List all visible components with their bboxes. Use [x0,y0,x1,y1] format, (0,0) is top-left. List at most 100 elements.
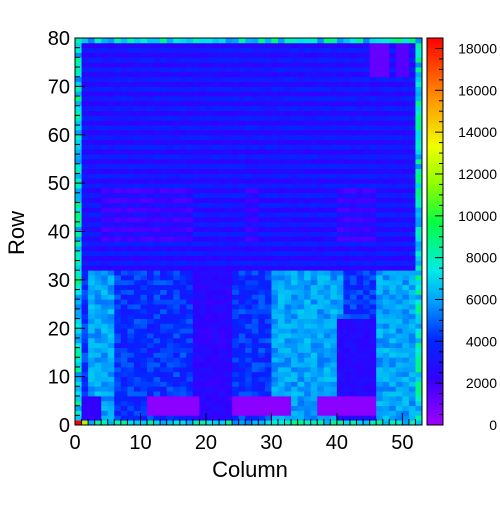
heatmap-cell [297,91,305,97]
heatmap-cell [323,400,331,407]
heatmap-cell [356,342,364,348]
heatmap-cell [160,129,168,136]
heatmap-cell [186,38,194,44]
heatmap-cell [75,357,82,363]
heatmap-cell [356,158,364,165]
heatmap-cell [219,57,226,63]
heatmap-cell [219,212,226,218]
heatmap-cell [225,304,233,310]
heatmap-cell [101,250,109,257]
heatmap-cell [147,410,154,416]
heatmap-cell [271,96,279,102]
heatmap-cell [199,76,207,82]
heatmap-cell [133,347,141,353]
heatmap-cell [284,386,292,392]
heatmap-cell [389,415,397,421]
heatmap-cell [402,294,410,300]
heatmap-cell [284,139,292,145]
heatmap-cell [153,366,161,373]
heatmap-cell [219,96,226,102]
heatmap-cell [304,120,312,126]
heatmap-cell [101,342,109,348]
heatmap-cell [101,226,109,232]
heatmap-cell [271,42,279,49]
heatmap-cell [349,139,357,145]
heatmap-cell [363,144,371,150]
heatmap-cell [376,255,384,261]
heatmap-cell [120,405,128,411]
heatmap-cell [166,410,174,416]
heatmap-cell [212,420,220,426]
heatmap-cell [212,308,220,315]
heatmap-cell [408,241,416,247]
heatmap-cell [94,366,102,373]
heatmap-cell [277,270,285,276]
heatmap-cell [101,400,109,407]
heatmap-cell [402,192,410,199]
heatmap-cell [238,144,246,150]
heatmap-cell [140,362,148,368]
heatmap-cell [166,110,174,116]
heatmap-cell [88,395,96,402]
heatmap-cell [317,366,325,373]
heatmap-cell [219,357,226,363]
heatmap-cell [376,420,384,426]
heatmap-cell [232,47,240,53]
heatmap-cell [147,279,154,286]
heatmap-cell [376,168,384,174]
heatmap-cell [245,308,253,315]
heatmap-cell [408,347,416,353]
heatmap-cell [160,187,168,194]
heatmap-cell [271,255,279,261]
heatmap-cell [199,260,207,266]
heatmap-cell [284,265,292,271]
heatmap-cell [212,357,220,363]
heatmap-cell [166,270,174,276]
heatmap-cell [212,304,220,310]
heatmap-cell [114,134,122,140]
heatmap-cell [389,197,397,203]
heatmap-cell [369,187,377,194]
heatmap-cell [107,400,115,407]
heatmap-cell [389,154,397,160]
heatmap-cell [349,260,357,266]
heatmap-cell [114,216,122,223]
heatmap-cell [114,183,122,189]
heatmap-cell [389,120,397,126]
heatmap-cell [389,226,397,232]
heatmap-cell [356,381,364,387]
heatmap-cell [173,400,181,407]
heatmap-cell [415,241,423,247]
heatmap-cell [166,376,174,382]
heatmap-cell [166,308,174,315]
heatmap-cell [81,371,89,378]
heatmap-cell [369,42,377,49]
heatmap-cell [304,42,312,49]
heatmap-cell [94,362,102,368]
heatmap-cell [147,284,154,290]
heatmap-cell [323,415,331,421]
heatmap-cell [408,42,416,49]
heatmap-cell [232,120,240,126]
heatmap-cell [212,313,220,319]
heatmap-cell [349,395,357,402]
heatmap-cell [192,202,200,208]
heatmap-cell [336,236,344,242]
heatmap-cell [81,308,89,315]
heatmap-cell [376,294,384,300]
heatmap-cell [147,313,154,319]
heatmap-cell [277,265,285,271]
heatmap-cell [127,308,135,315]
heatmap-cell [258,304,266,310]
heatmap-cell [232,168,240,174]
heatmap-cell [232,299,240,305]
heatmap-cell [349,415,357,421]
heatmap-cell [389,362,397,368]
heatmap-cell [127,250,135,257]
heatmap-cell [356,265,364,271]
heatmap-cell [291,110,299,116]
heatmap-cell [166,313,174,319]
heatmap-cell [107,342,115,348]
heatmap-cell [271,207,279,213]
heatmap-cell [140,139,148,145]
